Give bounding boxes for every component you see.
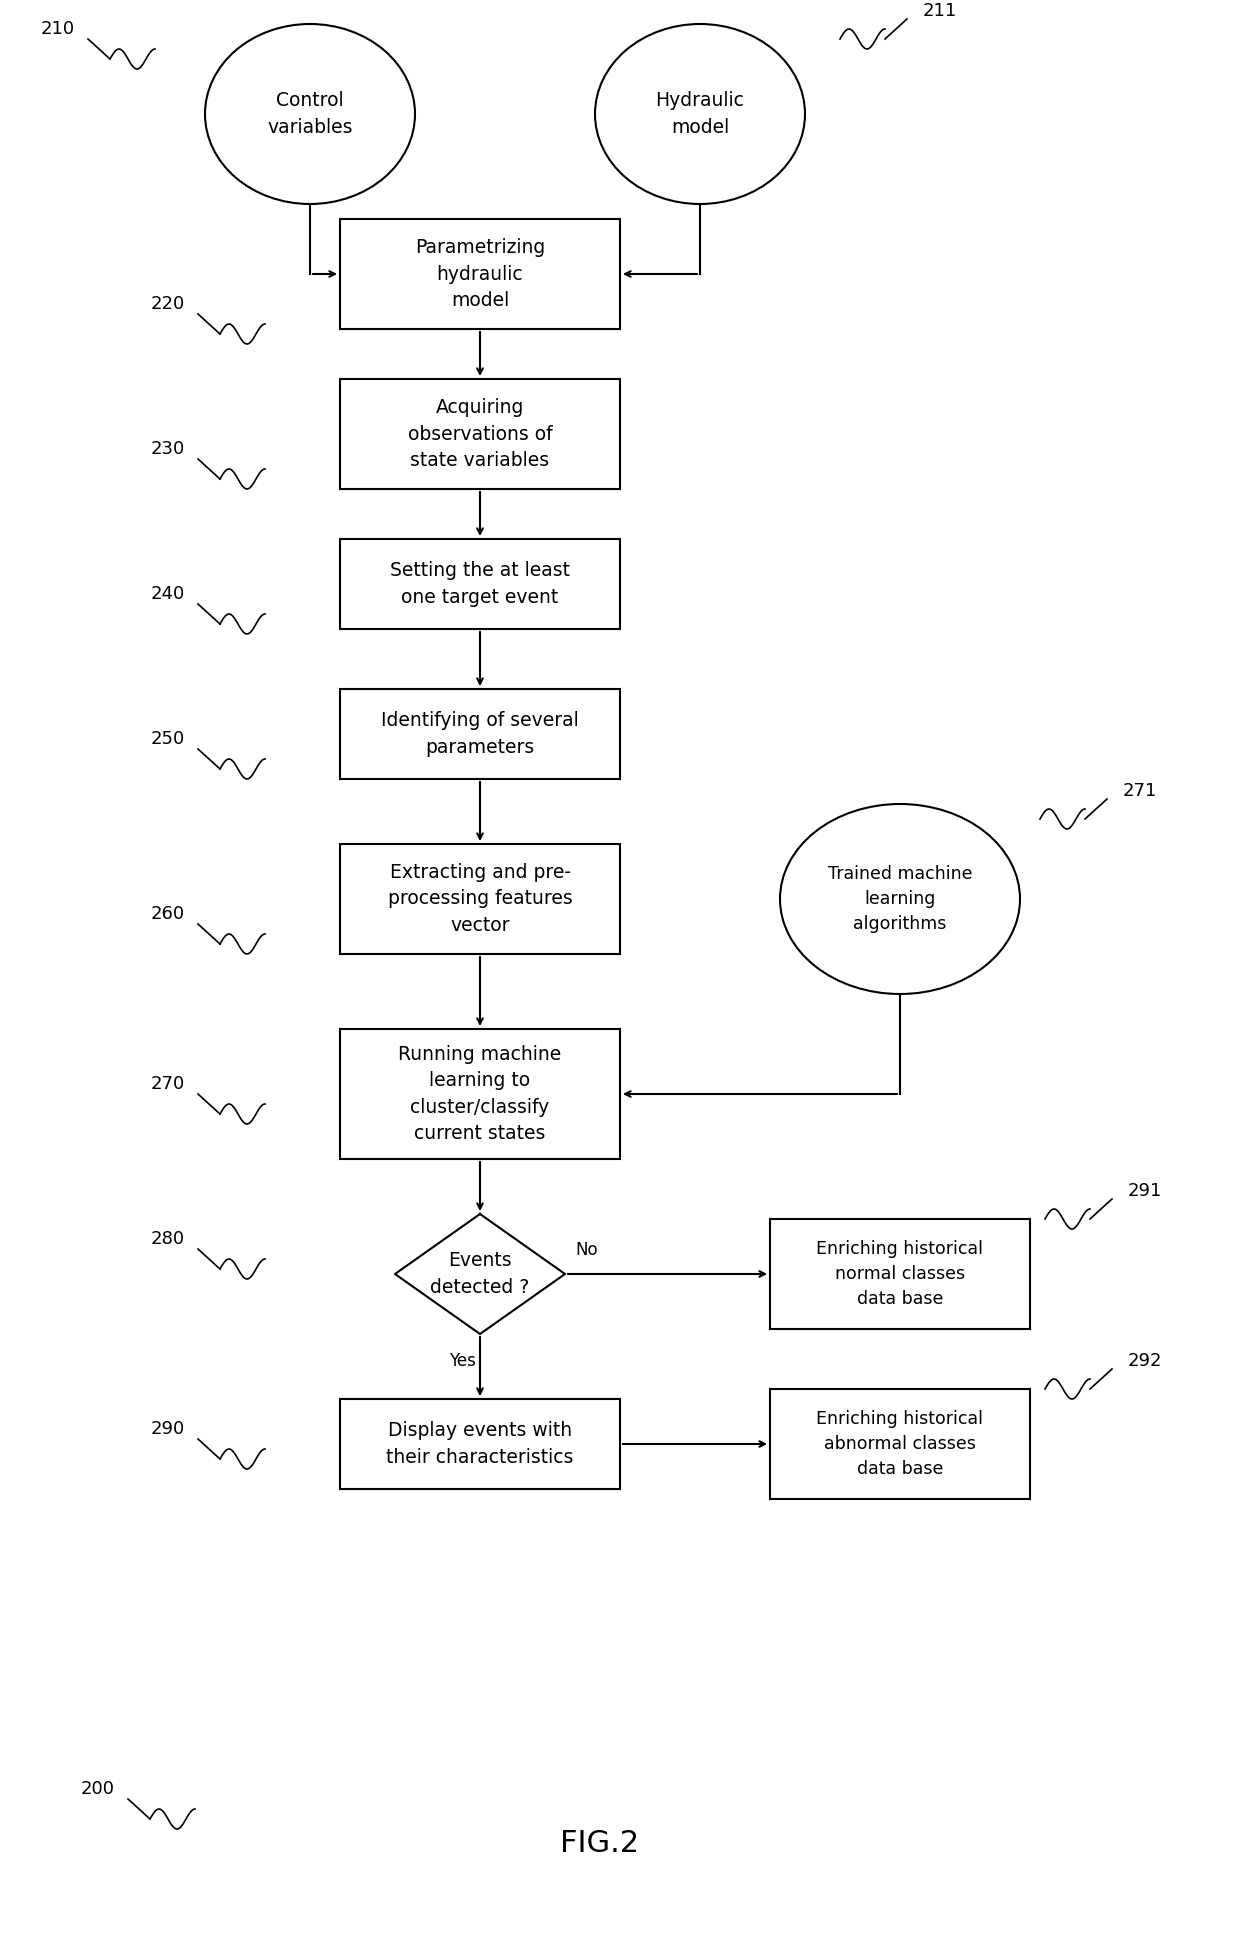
Text: Running machine
learning to
cluster/classify
current states: Running machine learning to cluster/clas…	[398, 1044, 562, 1143]
Text: Trained machine
learning
algorithms: Trained machine learning algorithms	[828, 864, 972, 932]
Text: 200: 200	[81, 1779, 115, 1799]
Text: Extracting and pre-
processing features
vector: Extracting and pre- processing features …	[388, 863, 573, 934]
Bar	[340, 1398, 620, 1489]
Text: Enriching historical
abnormal classes
data base: Enriching historical abnormal classes da…	[816, 1410, 983, 1478]
Text: FIG.2: FIG.2	[560, 1830, 640, 1859]
Text: Parametrizing
hydraulic
model: Parametrizing hydraulic model	[415, 238, 546, 309]
Text: 291: 291	[1128, 1182, 1162, 1199]
Bar	[340, 1029, 620, 1158]
Text: 230: 230	[151, 441, 185, 458]
Text: Yes: Yes	[449, 1352, 475, 1369]
Text: 211: 211	[923, 2, 957, 19]
Text: 260: 260	[151, 905, 185, 923]
Text: 240: 240	[151, 584, 185, 603]
Bar	[770, 1218, 1030, 1329]
Text: 290: 290	[151, 1420, 185, 1439]
Text: Display events with
their characteristics: Display events with their characteristic…	[387, 1421, 574, 1466]
Text: Hydraulic
model: Hydraulic model	[656, 91, 744, 137]
Text: Identifying of several
parameters: Identifying of several parameters	[381, 712, 579, 756]
Text: 280: 280	[151, 1230, 185, 1247]
Bar	[340, 843, 620, 953]
Text: 220: 220	[151, 296, 185, 313]
Bar	[340, 689, 620, 779]
Ellipse shape	[205, 23, 415, 203]
Text: 210: 210	[41, 19, 74, 39]
Text: 250: 250	[151, 729, 185, 748]
Bar	[340, 540, 620, 629]
Text: 271: 271	[1123, 781, 1157, 801]
Text: Events
detected ?: Events detected ?	[430, 1251, 529, 1298]
Text: Enriching historical
normal classes
data base: Enriching historical normal classes data…	[816, 1240, 983, 1307]
Text: Acquiring
observations of
state variables: Acquiring observations of state variable…	[408, 398, 552, 470]
Text: No: No	[575, 1242, 598, 1259]
Ellipse shape	[780, 805, 1021, 994]
Bar	[340, 219, 620, 329]
Text: Setting the at least
one target event: Setting the at least one target event	[391, 561, 570, 607]
Text: 292: 292	[1128, 1352, 1163, 1369]
Bar	[340, 379, 620, 489]
Bar	[770, 1389, 1030, 1499]
Text: 270: 270	[151, 1075, 185, 1093]
Text: Control
variables: Control variables	[268, 91, 352, 137]
Ellipse shape	[595, 23, 805, 203]
Polygon shape	[396, 1215, 565, 1334]
